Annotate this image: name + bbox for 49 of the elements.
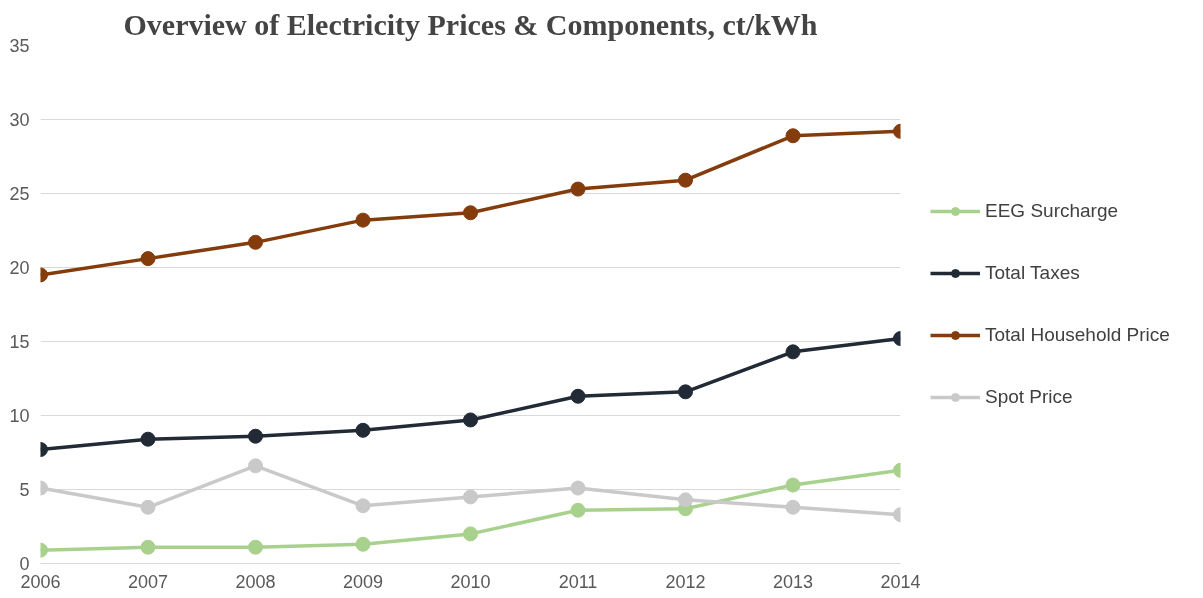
x-tick-label: 2014 (880, 571, 921, 592)
point (463, 205, 478, 221)
y-tick-label: 20 (9, 258, 30, 278)
point (248, 234, 263, 250)
point (785, 128, 801, 144)
x-tick-label: 2008 (235, 571, 276, 592)
point (140, 251, 156, 267)
y-tick-label: 30 (9, 110, 30, 130)
point (678, 384, 693, 400)
x-tick-label: 2006 (20, 571, 61, 592)
x-tick-label: 2007 (127, 571, 169, 592)
point (570, 388, 586, 404)
chart-title: Overview of Electricity Prices & Components, ct/kWh (123, 7, 818, 41)
x-tick-label: 2013 (772, 571, 814, 592)
x-tick-label: 2012 (665, 571, 706, 592)
x-tick-label: 2011 (558, 571, 598, 592)
point (355, 422, 371, 438)
point (570, 480, 586, 496)
point (570, 502, 586, 518)
point (140, 431, 156, 447)
legend-label: Spot Price (985, 386, 1073, 408)
point (463, 526, 478, 542)
y-tick-label: 15 (9, 332, 30, 352)
point (355, 536, 371, 552)
point (463, 489, 478, 505)
y-tick-label: 5 (19, 480, 30, 500)
point (463, 412, 478, 428)
point (785, 499, 801, 515)
x-tick-label: 2009 (342, 571, 384, 592)
point (785, 344, 801, 360)
y-tick-label: 0 (19, 554, 30, 574)
legend-label: EEG Surcharge (985, 200, 1119, 222)
y-tick-label: 25 (9, 184, 30, 204)
point (140, 499, 156, 515)
point (140, 539, 156, 555)
legend-label: Total Household Price (985, 324, 1170, 346)
y-tick-label: 35 (9, 36, 30, 56)
point (248, 428, 263, 444)
x-tick-label: 2010 (450, 571, 491, 592)
point (785, 477, 801, 493)
point (570, 181, 586, 197)
point (355, 498, 371, 514)
point (248, 458, 263, 474)
point (248, 539, 263, 555)
point (678, 492, 693, 508)
legend-label: Total Taxes (985, 262, 1080, 284)
point (355, 212, 371, 228)
y-tick-label: 10 (9, 406, 30, 426)
point (678, 172, 693, 188)
